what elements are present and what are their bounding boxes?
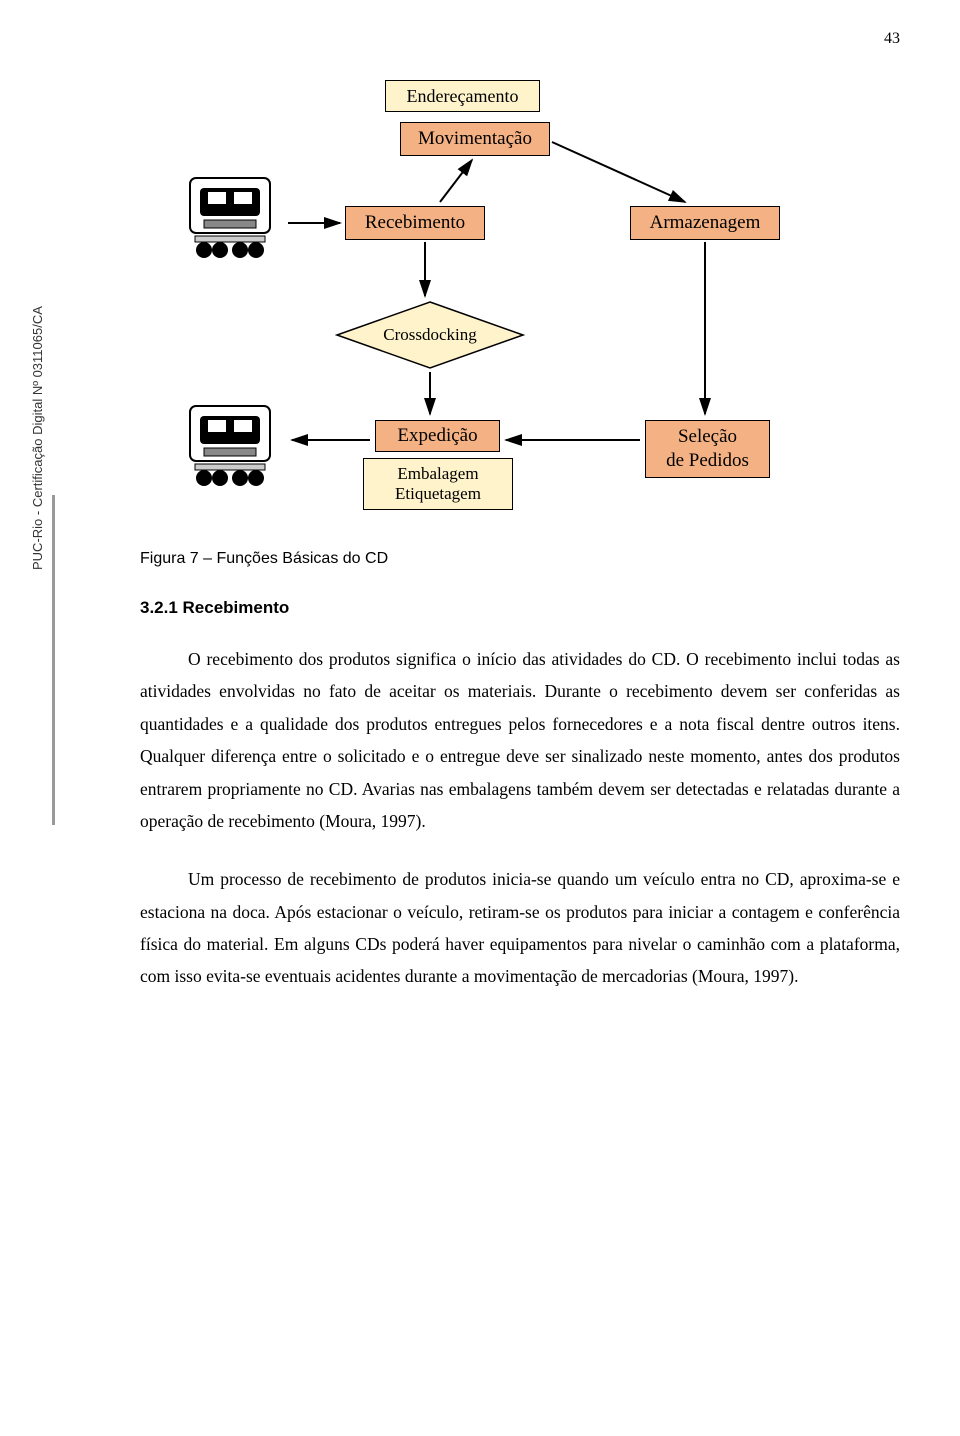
paragraph-2: Um processo de recebimento de produtos i… (140, 863, 900, 993)
paragraph-1: O recebimento dos produtos significa o i… (140, 643, 900, 837)
flowchart-diagram: Endereçamento Movimentação Recebimento A… (180, 80, 860, 520)
page-number: 43 (884, 30, 900, 48)
certification-label: PUC-Rio - Certificação Digital Nº 031106… (30, 306, 45, 570)
side-bar-line (52, 495, 55, 825)
section-heading: 3.2.1 Recebimento (140, 598, 900, 618)
figure-caption: Figura 7 – Funções Básicas do CD (140, 550, 900, 568)
diagram-arrows (180, 80, 860, 520)
